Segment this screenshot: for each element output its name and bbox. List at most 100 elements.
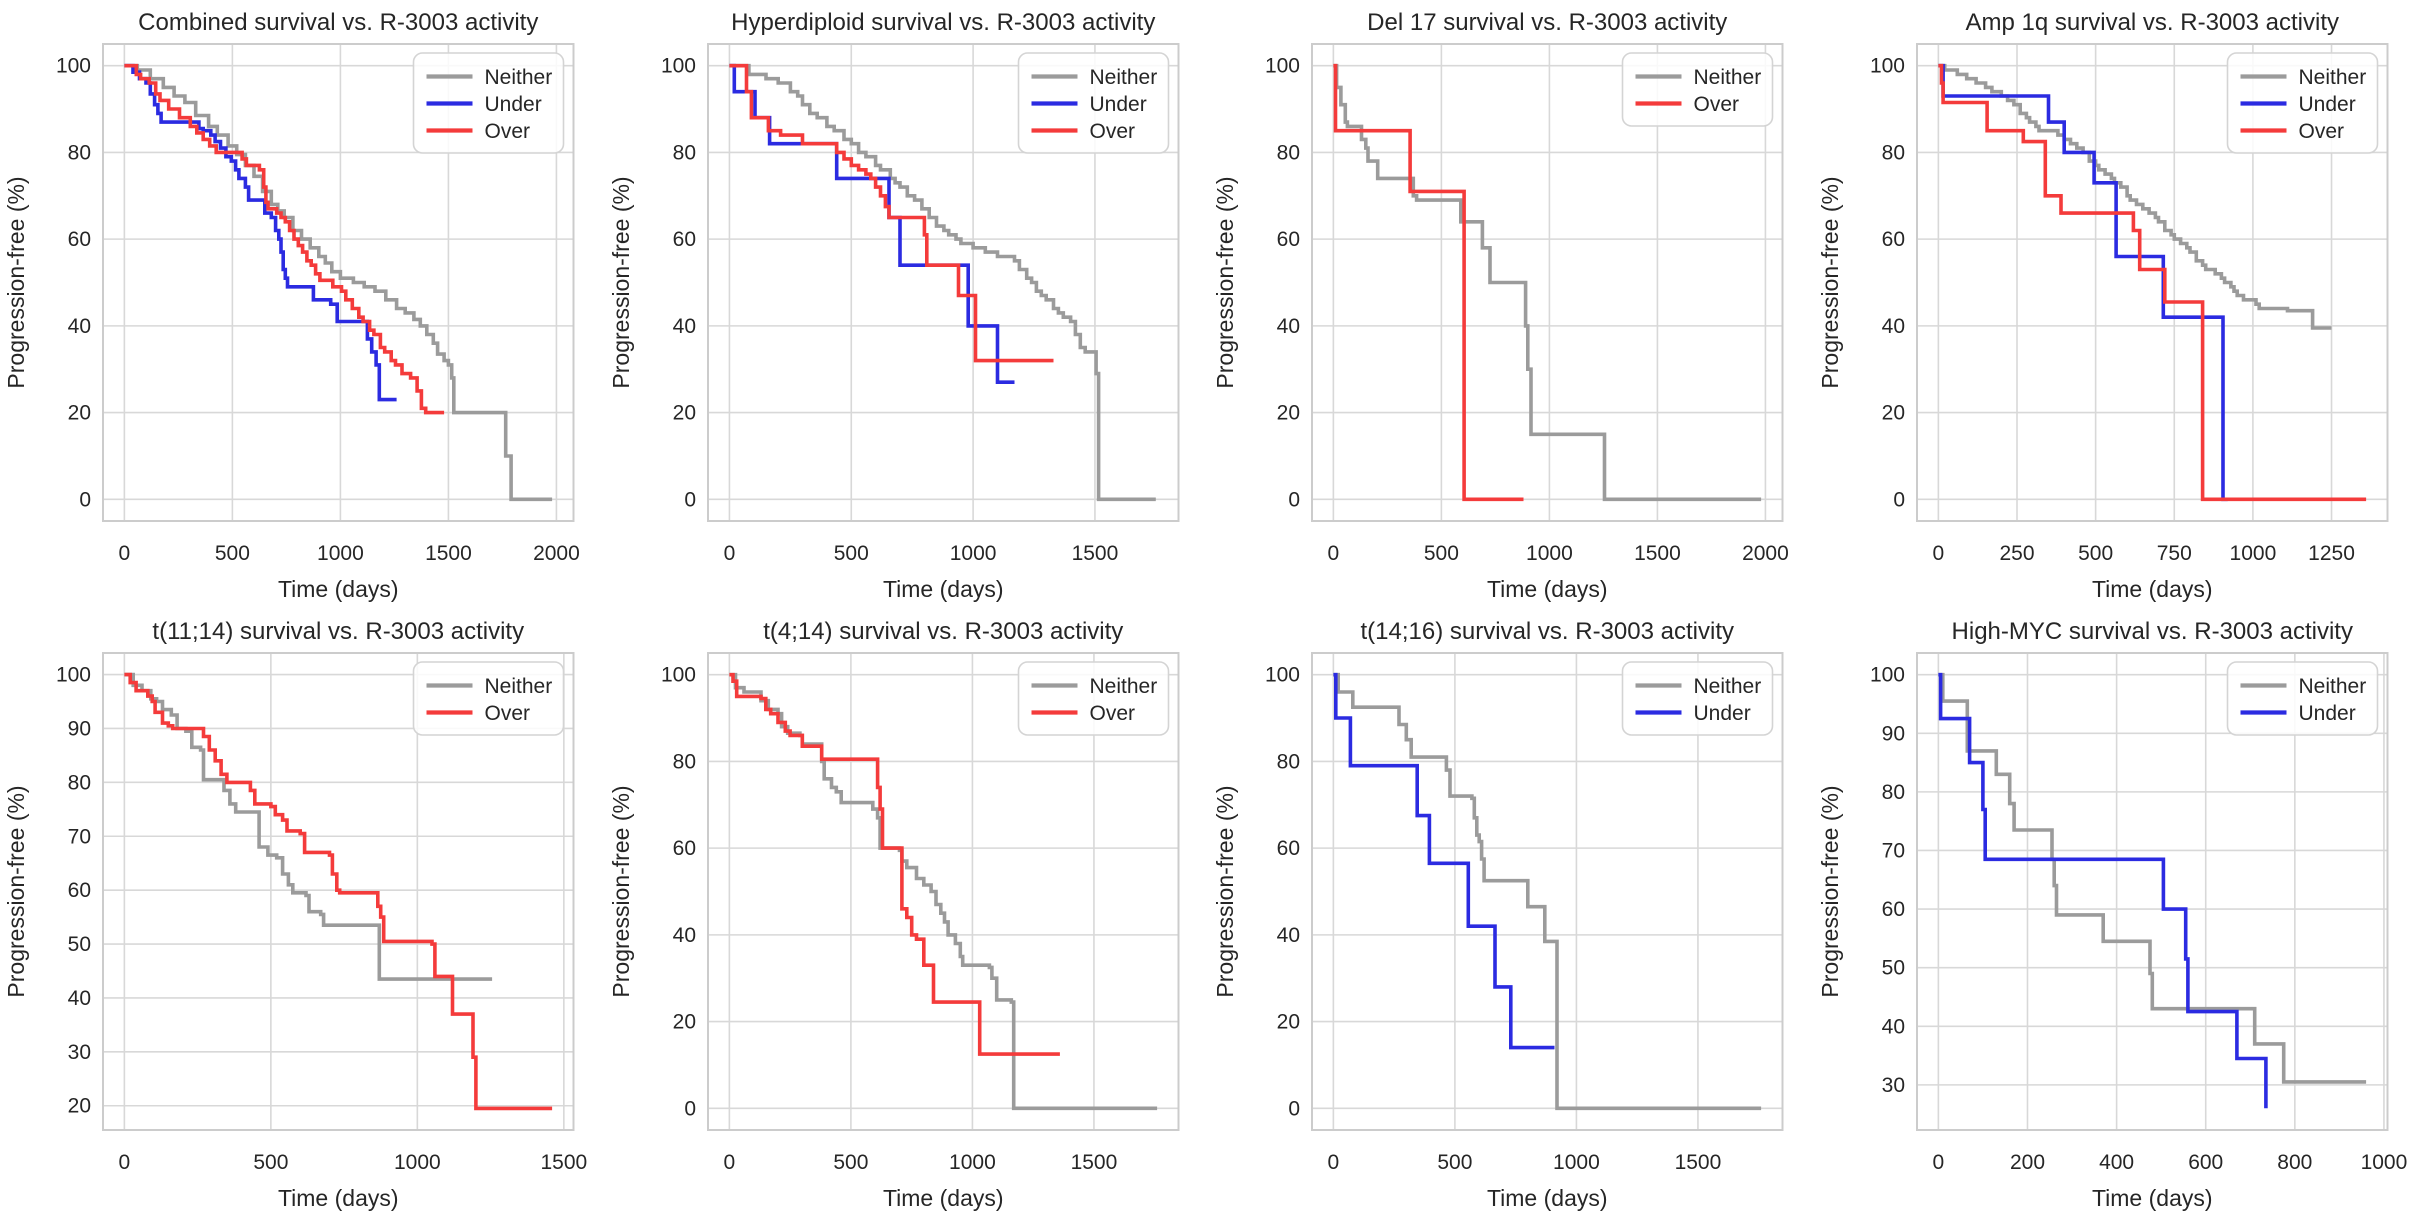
y-axis-tick-label: 0 [1893, 488, 1905, 511]
series-line-neither [1937, 672, 2366, 1084]
y-axis-tick-label: 20 [1277, 402, 1300, 425]
x-axis-tick-label: 1000 [2229, 542, 2276, 565]
y-axis-tick-label: 80 [1881, 141, 1904, 164]
y-axis-tick-label: 60 [68, 879, 91, 902]
chart-t11-14: 0 500 1000 1500 20 30 40 50 60 70 80 90 100 t(11;14) … [0, 609, 605, 1218]
y-axis-tick-label: 80 [68, 771, 91, 794]
legend: Neither Under Over [2226, 52, 2378, 154]
legend: Neither Under [1621, 661, 1774, 736]
x-axis-tick-label: 1500 [425, 542, 472, 565]
x-axis-tick-label: 400 [2099, 1151, 2134, 1174]
x-axis-tick-label: 1000 [1526, 542, 1573, 565]
legend-label-over: Over [485, 120, 531, 143]
y-axis-tick-label: 50 [68, 933, 91, 956]
y-axis-tick-label: 40 [68, 315, 91, 338]
y-axis-tick-label: 80 [68, 141, 91, 164]
legend-label-neither: Neither [1089, 66, 1157, 89]
y-axis-tick-label: 90 [1881, 722, 1904, 745]
legend-label-neither: Neither [485, 675, 553, 698]
series-line-over [124, 63, 445, 415]
y-axis-tick-label: 20 [68, 402, 91, 425]
series-line-under [1937, 63, 2228, 502]
legend-label-over: Over [485, 702, 531, 725]
y-axis-tick-label: 60 [1277, 228, 1300, 251]
legend-label-neither: Neither [2298, 675, 2366, 698]
series-line-neither [124, 63, 553, 502]
chart-t14-16-canvas: 0 500 1000 1500 0 20 40 60 80 100 t(14;16) surviva… [1209, 609, 1814, 1218]
plot-border [1915, 43, 2388, 522]
y-axis-tick-label: 0 [684, 1097, 696, 1120]
plot-grid [1312, 44, 1783, 521]
y-axis-tick-label: 0 [1288, 1097, 1300, 1120]
y-axis-tick-label: 90 [68, 717, 91, 740]
y-axis-tick-label: 60 [68, 228, 91, 251]
legend-box [412, 661, 565, 736]
y-axis-tick-label: 20 [1277, 1011, 1300, 1034]
y-axis-tick-label: 0 [79, 488, 91, 511]
chart-t4-14: 0 500 1000 1500 0 20 40 60 80 100 t(4;14) survival… [604, 609, 1209, 1218]
x-axis-tick-label: 1000 [317, 542, 364, 565]
legend-box [1621, 661, 1774, 736]
chart-title: High-MYC survival vs. R-3003 activity [1951, 618, 2352, 645]
x-axis-tick-label: 0 [723, 542, 735, 565]
series-line-under [124, 63, 397, 402]
chart-del17-canvas: 0 500 1000 1500 2000 0 20 40 60 80 100 Del 17 survi… [1209, 0, 1814, 609]
x-axis-tick-label: 500 [833, 542, 868, 565]
legend: Neither Under [2226, 661, 2378, 736]
chart-title: Amp 1q survival vs. R-3003 activity [1965, 9, 2338, 36]
y-axis-tick-label: 30 [1881, 1074, 1904, 1097]
y-axis-tick-label: 40 [1277, 315, 1300, 338]
chart-title: t(14;16) survival vs. R-3003 activity [1361, 618, 1734, 645]
y-axis-tick-label: 20 [672, 402, 695, 425]
chart-amp1q-canvas: 0 250 500 750 1000 1250 0 20 40 60 80 100 Amp 1q sur… [1813, 0, 2418, 609]
x-axis-tick-label: 800 [2277, 1151, 2312, 1174]
y-axis-tick-label: 40 [1881, 1015, 1904, 1038]
x-axis-tick-label: 1000 [2360, 1151, 2407, 1174]
y-axis-tick-label: 60 [1277, 837, 1300, 860]
x-axis-tick-label: 1000 [949, 542, 996, 565]
plot-grid [1916, 653, 2387, 1130]
plot-border [102, 652, 575, 1131]
x-axis-tick-label: 1500 [1634, 542, 1681, 565]
series-line-neither [1333, 63, 1762, 502]
series-line-over [728, 672, 1060, 1056]
x-axis-tick-label: 1500 [1071, 542, 1118, 565]
chart-t11-14-canvas: 0 500 1000 1500 20 30 40 50 60 70 80 90 100 t(11;14) … [0, 609, 605, 1218]
x-axis-tick-label: 0 [723, 1151, 735, 1174]
series-line-neither [1333, 672, 1762, 1111]
x-axis-label: Time (days) [1487, 576, 1608, 602]
legend: Neither Over [1621, 52, 1774, 127]
legend-label-over: Over [1089, 702, 1135, 725]
y-axis-tick-label: 100 [1869, 55, 1904, 78]
x-axis-tick-label: 1500 [540, 1151, 587, 1174]
plot-border [102, 43, 575, 522]
x-axis-tick-label: 0 [119, 542, 131, 565]
legend-label-neither: Neither [1694, 66, 1762, 89]
chart-combined-canvas: 0 500 1000 1500 2000 0 20 40 60 80 100 Combined sur… [0, 0, 605, 609]
chart-combined: 0 500 1000 1500 2000 0 20 40 60 80 100 Combined sur… [0, 0, 605, 609]
y-axis-tick-label: 80 [672, 141, 695, 164]
y-axis-label: Progression-free (%) [1212, 785, 1238, 997]
series-line-over [1937, 63, 2366, 502]
series-line-under [1333, 672, 1555, 1050]
y-axis-label: Progression-free (%) [1212, 176, 1238, 388]
legend-label-under: Under [2298, 702, 2355, 725]
x-axis-label: Time (days) [882, 1185, 1003, 1211]
chart-title: Del 17 survival vs. R-3003 activity [1367, 9, 1727, 36]
y-axis-tick-label: 30 [68, 1041, 91, 1064]
y-axis-tick-label: 80 [1277, 141, 1300, 164]
x-axis-tick-label: 500 [253, 1151, 288, 1174]
series-line-neither [728, 63, 1156, 502]
y-axis-label: Progression-free (%) [3, 785, 29, 997]
y-axis-tick-label: 40 [1881, 315, 1904, 338]
x-axis-label: Time (days) [278, 1185, 399, 1211]
y-axis-tick-label: 20 [672, 1011, 695, 1034]
series-line-neither [1937, 63, 2331, 330]
y-axis-label: Progression-free (%) [608, 176, 634, 388]
x-axis-tick-label: 1250 [2308, 542, 2355, 565]
legend: Neither Under Over [412, 52, 565, 154]
x-axis-label: Time (days) [1487, 1185, 1608, 1211]
y-axis-tick-label: 40 [672, 924, 695, 947]
x-axis-tick-label: 750 [2156, 542, 2191, 565]
